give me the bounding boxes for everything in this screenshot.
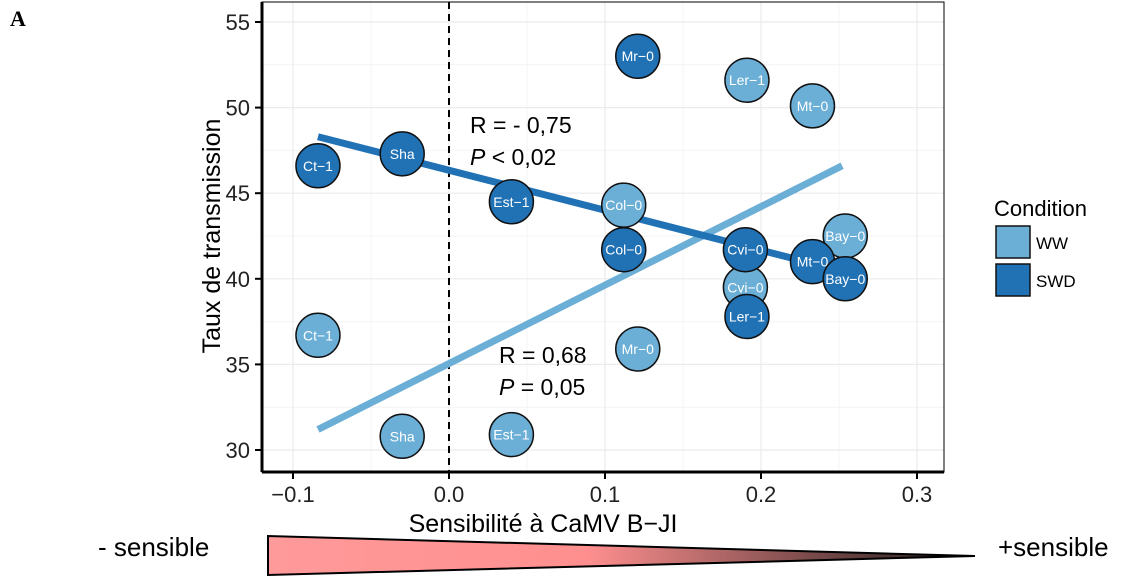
point-swd: [724, 293, 770, 340]
axes: −0.1 0.0 0.1 0.2 0.3 30 35 40 45 50 55 Sensibilité …: [198, 2, 944, 538]
point-label: Col−0: [605, 197, 642, 213]
point-label: Bay−0: [825, 228, 865, 244]
point-label: Ct−1: [303, 327, 333, 343]
point-label: Mr−0: [622, 48, 655, 64]
y-tick-label: 50: [226, 96, 250, 121]
x-axis-title: Sensibilité à CaMV B−JI: [409, 510, 678, 538]
point-label: Ler−1: [729, 72, 765, 88]
sensitivity-gradient-bar: [267, 534, 976, 577]
point-ww: [379, 413, 425, 460]
x-tick-label: 0.3: [902, 482, 933, 507]
point-ww: [789, 83, 836, 129]
point-label: Bay−0: [825, 271, 865, 287]
legend: Condition WW SWD: [994, 196, 1087, 297]
y-tick-label: 40: [226, 267, 250, 292]
x-tick-label: 0.1: [590, 482, 621, 507]
legend-label-ww: WW: [1036, 234, 1068, 253]
y-tick-label: 35: [226, 352, 250, 377]
point-label: Est−1: [493, 427, 529, 443]
point-label: Ler−1: [729, 308, 765, 324]
point-ww: [615, 326, 661, 372]
point-label: Sha: [390, 146, 415, 162]
point-swd: [600, 226, 647, 273]
point-ww: [295, 312, 341, 359]
point-swd: [295, 143, 341, 189]
point-label: Cvi−0: [727, 279, 763, 295]
panel-letter: A: [10, 6, 26, 31]
legend-title: Condition: [994, 196, 1087, 221]
point-swd: [379, 131, 425, 177]
scale-left-label: - sensible: [98, 532, 210, 562]
p-value-swd: P < 0,02: [470, 144, 556, 170]
point-swd: [722, 226, 769, 273]
point-label: Sha: [390, 428, 415, 444]
r-value-ww: R = 0,68: [499, 342, 587, 368]
point-swd: [488, 179, 535, 225]
point-label: Mt−0: [797, 98, 829, 114]
y-tick-label: 30: [226, 438, 250, 463]
point-label: Est−1: [493, 194, 529, 210]
point-label: Mt−0: [797, 254, 829, 270]
fit-line-ww: [316, 162, 844, 433]
point-swd: [615, 33, 661, 79]
y-tick-label: 55: [226, 10, 250, 35]
point-label: Cvi−0: [727, 242, 763, 258]
y-axis-title: Taux de transmission: [198, 119, 226, 354]
x-tick-label: −0.1: [271, 482, 314, 507]
p-value-ww: P = 0,05: [499, 374, 585, 400]
y-tick-label: 45: [226, 181, 250, 206]
legend-label-swd: SWD: [1036, 272, 1076, 291]
annotations: R = 0,68 P = 0,05 R = - 0,75 P < 0,02: [470, 112, 587, 400]
legend-swatch-ww: [995, 225, 1031, 259]
x-tick-label: 0.0: [434, 482, 465, 507]
x-tick-label: 0.2: [746, 482, 777, 507]
scale-right-label: +sensible: [998, 532, 1109, 562]
r-value-swd: R = - 0,75: [470, 112, 572, 138]
point-ww: [488, 411, 535, 458]
point-ww: [724, 57, 770, 103]
legend-swatch-swd: [995, 263, 1031, 297]
point-label: Col−0: [605, 242, 642, 258]
point-swd: [822, 256, 868, 302]
point-label: Ct−1: [303, 158, 333, 174]
point-label: Mr−0: [622, 341, 655, 357]
